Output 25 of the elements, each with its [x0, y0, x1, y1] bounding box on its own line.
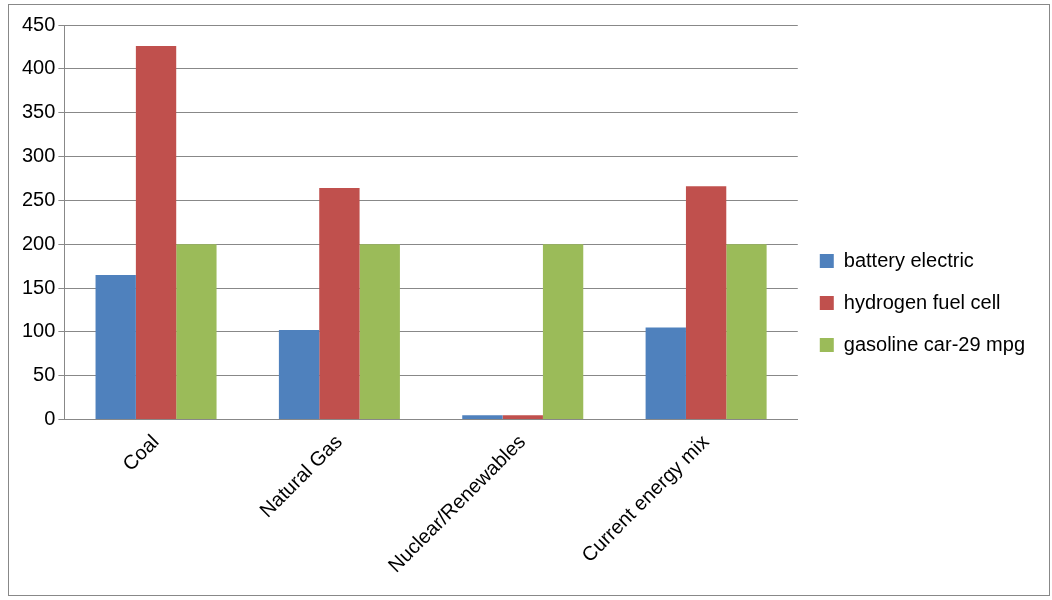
- y-tick-label: 400: [21, 56, 56, 79]
- bar: [645, 327, 686, 420]
- legend-label: gasoline car-29 mpg: [843, 332, 1026, 355]
- y-tick-label: 300: [21, 144, 56, 167]
- legend-label: hydrogen fuel cell: [843, 290, 1001, 313]
- y-tick-label: 250: [21, 187, 56, 210]
- y-tick-label: 0: [44, 407, 56, 430]
- bar: [502, 415, 543, 420]
- y-tick-label: 450: [21, 12, 56, 35]
- y-tick-label: 350: [21, 100, 56, 123]
- bar: [319, 188, 360, 420]
- bar: [176, 244, 217, 420]
- bar: [95, 274, 136, 420]
- bar: [462, 415, 503, 420]
- bar: [542, 244, 584, 420]
- bar: [726, 244, 767, 420]
- y-tick-label: 100: [21, 319, 56, 342]
- legend-label: battery electric: [843, 248, 974, 271]
- bar: [135, 46, 177, 420]
- bar: [278, 330, 320, 420]
- y-tick-label: 50: [33, 363, 56, 386]
- y-tick-label: 200: [21, 231, 56, 254]
- y-tick-label: 150: [21, 275, 56, 298]
- bar: [685, 186, 727, 420]
- bar: [359, 244, 400, 420]
